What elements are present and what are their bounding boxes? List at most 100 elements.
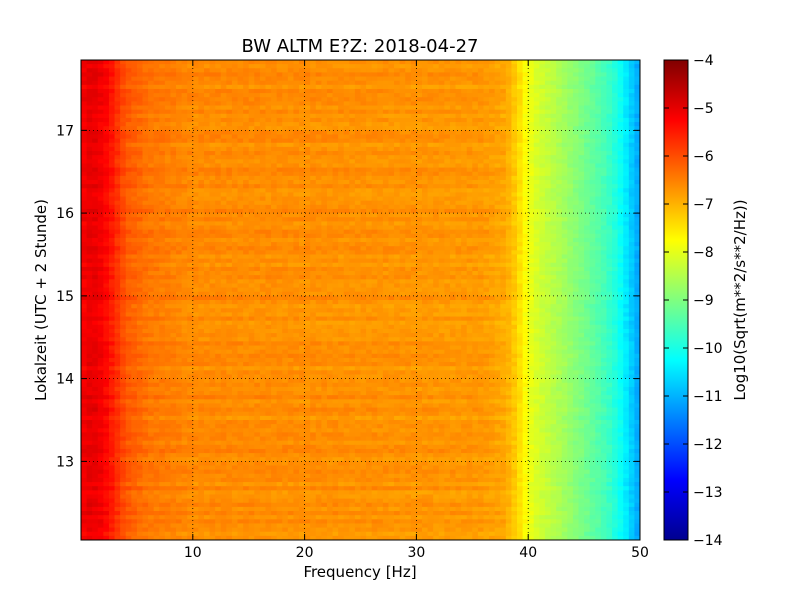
heatmap-cell [120,184,127,189]
heatmap-cell [595,93,602,98]
heatmap-cell [595,60,602,65]
heatmap-cell [427,225,434,231]
heatmap-cell [612,159,619,165]
heatmap-cell [589,122,596,127]
heatmap-cell [433,246,440,251]
heatmap-cell [617,130,624,136]
heatmap-cell [192,130,199,136]
heatmap-cell [293,167,300,173]
heatmap-cell [176,101,183,107]
heatmap-cell [349,237,356,243]
heatmap-cell [220,167,227,173]
heatmap-cell [310,142,317,148]
heatmap-cell [164,84,172,90]
heatmap-cell [354,180,362,185]
heatmap-cell [371,221,378,227]
heatmap-cell [142,138,149,144]
heatmap-cell [589,225,596,231]
heatmap-cell [276,163,283,169]
heatmap-cell [114,93,121,98]
heatmap-cell [533,146,540,152]
heatmap-cell [187,159,194,165]
heatmap-cell [500,80,507,86]
heatmap-cell [215,192,222,198]
heatmap-cell [539,163,546,169]
heatmap-cell [628,221,636,227]
heatmap-cell [589,167,596,173]
heatmap-cell [237,262,244,268]
heatmap-cell [220,105,227,111]
heatmap-cell [125,109,132,115]
heatmap-cell [354,208,362,214]
heatmap-cell [326,130,334,136]
heatmap-cell [97,213,104,218]
heatmap-cell [544,126,552,131]
heatmap-cell [349,262,356,268]
heatmap-cell [349,80,356,86]
heatmap-cell [108,109,116,115]
heatmap-cell [304,250,311,256]
heatmap-cell [505,122,513,127]
heatmap-cell [114,250,121,256]
heatmap-cell [500,64,507,69]
heatmap-cell [483,130,490,136]
heatmap-cell [299,64,306,69]
heatmap-cell [343,184,350,189]
heatmap-cell [505,105,513,111]
heatmap-cell [528,97,535,102]
heatmap-cell [125,155,132,160]
heatmap-cell [539,180,546,185]
heatmap-cell [528,175,535,181]
heatmap-cell [237,196,244,202]
heatmap-cell [148,142,155,148]
heatmap-cell [617,122,624,127]
heatmap-cell [343,138,350,144]
heatmap-cell [243,167,250,173]
heatmap-cell [388,142,395,148]
heatmap-cell [86,221,93,227]
heatmap-cell [561,68,568,74]
heatmap-cell [477,225,485,231]
heatmap-cell [159,101,166,107]
heatmap-cell [433,258,440,264]
heatmap-cell [153,64,160,69]
heatmap-cell [265,163,272,169]
heatmap-cell [243,196,250,202]
heatmap-cell [326,80,334,86]
heatmap-cell [556,175,563,181]
heatmap-cell [293,155,300,160]
heatmap-cell [500,134,507,140]
heatmap-cell [567,146,574,152]
heatmap-cell [315,142,322,148]
heatmap-cell [522,105,529,111]
heatmap-cell [511,221,518,227]
heatmap-cell [103,142,110,148]
heatmap-cell [349,254,356,260]
heatmap-cell [539,109,546,115]
heatmap-cell [500,204,507,210]
heatmap-cell [461,188,468,194]
heatmap-cell [421,101,429,107]
heatmap-cell [276,134,283,140]
heatmap-cell [181,237,188,243]
heatmap-cell [550,233,557,239]
heatmap-cell [176,72,183,78]
heatmap-cell [567,180,574,185]
heatmap-cell [343,84,350,90]
heatmap-cell [293,134,300,140]
heatmap-cell [550,113,557,119]
heatmap-cell [114,138,121,144]
heatmap-cell [438,242,445,247]
heatmap-cell [511,188,518,194]
heatmap-cell [533,171,540,177]
heatmap-cell [304,188,311,194]
heatmap-cell [276,262,283,268]
heatmap-cell [321,101,328,107]
heatmap-cell [287,246,295,251]
heatmap-cell [483,246,490,251]
heatmap-cell [477,122,485,127]
heatmap-cell [461,80,468,86]
heatmap-cell [561,101,568,107]
heatmap-cell [293,180,300,185]
heatmap-cell [421,237,429,243]
